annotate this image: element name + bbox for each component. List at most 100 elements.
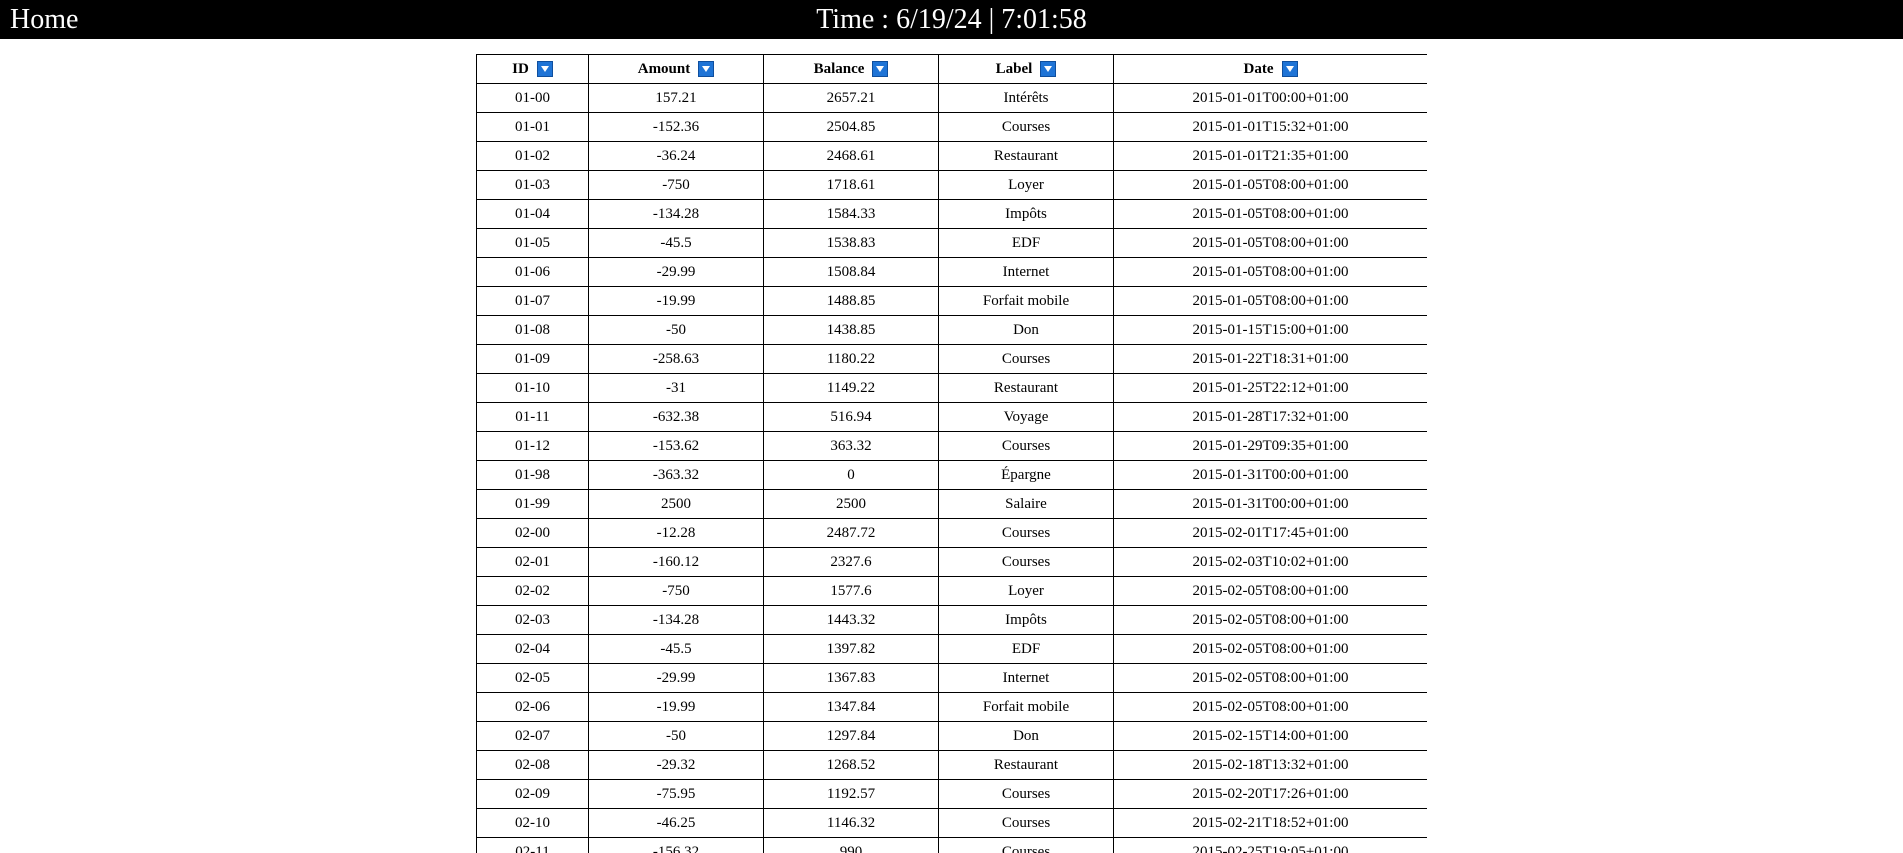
cell-id: 01-99 xyxy=(476,489,589,519)
cell-amount: -29.99 xyxy=(588,663,764,693)
cell-label: Courses xyxy=(938,112,1114,142)
clock-display: Time : 6/19/24 | 7:01:58 xyxy=(816,4,1087,35)
cell-amount: -36.24 xyxy=(588,141,764,171)
column-header-amount: Amount xyxy=(588,54,764,84)
cell-balance: 1584.33 xyxy=(763,199,939,229)
cell-label: Courses xyxy=(938,808,1114,838)
cell-balance: 1180.22 xyxy=(763,344,939,374)
cell-label: Voyage xyxy=(938,402,1114,432)
cell-date: 2015-01-05T08:00+01:00 xyxy=(1113,199,1427,229)
transactions-table-container[interactable]: ID Amount Balance xyxy=(476,54,1427,853)
cell-date: 2015-02-05T08:00+01:00 xyxy=(1113,634,1427,664)
table-row: 01-04 -134.28 1584.33 Impôts 2015-01-05T08:0… xyxy=(476,199,1427,229)
cell-date: 2015-02-20T17:26+01:00 xyxy=(1113,779,1427,809)
cell-id: 01-02 xyxy=(476,141,589,171)
cell-balance: 1577.6 xyxy=(763,576,939,606)
cell-id: 02-08 xyxy=(476,750,589,780)
cell-amount: -45.5 xyxy=(588,228,764,258)
cell-label: Courses xyxy=(938,518,1114,548)
table-row: 02-08 -29.32 1268.52 Restaurant 2015-02-18T1… xyxy=(476,750,1427,780)
column-header-date: Date xyxy=(1113,54,1427,84)
cell-amount: -19.99 xyxy=(588,692,764,722)
table-row: 01-10 -31 1149.22 Restaurant 2015-01-25T22:1… xyxy=(476,373,1427,403)
cell-date: 2015-01-15T15:00+01:00 xyxy=(1113,315,1427,345)
cell-amount: 2500 xyxy=(588,489,764,519)
cell-label: Épargne xyxy=(938,460,1114,490)
cell-balance: 1149.22 xyxy=(763,373,939,403)
cell-balance: 0 xyxy=(763,460,939,490)
column-header-label-col: Label xyxy=(938,54,1114,84)
cell-balance: 1397.82 xyxy=(763,634,939,664)
cell-amount: -45.5 xyxy=(588,634,764,664)
cell-date: 2015-02-15T14:00+01:00 xyxy=(1113,721,1427,751)
top-bar: Home Time : 6/19/24 | 7:01:58 xyxy=(0,0,1903,39)
table-row: 01-06 -29.99 1508.84 Internet 2015-01-05T08:… xyxy=(476,257,1427,287)
cell-label: Impôts xyxy=(938,605,1114,635)
cell-id: 01-06 xyxy=(476,257,589,287)
table-row: 01-98 -363.32 0 Épargne 2015-01-31T00:00+01:… xyxy=(476,460,1427,490)
dropdown-arrow-icon[interactable] xyxy=(536,61,553,77)
cell-amount: -363.32 xyxy=(588,460,764,490)
table-header-row: ID Amount Balance xyxy=(476,54,1427,84)
dropdown-arrow-icon[interactable] xyxy=(1040,61,1057,77)
cell-date: 2015-02-05T08:00+01:00 xyxy=(1113,663,1427,693)
table-body: 01-00 157.21 2657.21 Intérêts 2015-01-01T00:… xyxy=(476,83,1427,853)
cell-amount: -50 xyxy=(588,315,764,345)
column-header-balance: Balance xyxy=(763,54,939,84)
cell-label: Don xyxy=(938,315,1114,345)
cell-amount: -31 xyxy=(588,373,764,403)
home-link[interactable]: Home xyxy=(10,4,79,35)
table-row: 02-09 -75.95 1192.57 Courses 2015-02-20T17:2… xyxy=(476,779,1427,809)
cell-amount: -12.28 xyxy=(588,518,764,548)
cell-id: 01-10 xyxy=(476,373,589,403)
cell-label: Courses xyxy=(938,431,1114,461)
cell-balance: 990 xyxy=(763,837,939,853)
cell-date: 2015-01-05T08:00+01:00 xyxy=(1113,257,1427,287)
cell-date: 2015-01-01T00:00+01:00 xyxy=(1113,83,1427,113)
cell-date: 2015-02-25T19:05+01:00 xyxy=(1113,837,1427,853)
cell-label: Courses xyxy=(938,547,1114,577)
cell-amount: -19.99 xyxy=(588,286,764,316)
cell-label: Courses xyxy=(938,344,1114,374)
cell-date: 2015-02-03T10:02+01:00 xyxy=(1113,547,1427,577)
cell-balance: 2327.6 xyxy=(763,547,939,577)
cell-label: Loyer xyxy=(938,576,1114,606)
cell-id: 02-06 xyxy=(476,692,589,722)
cell-balance: 1297.84 xyxy=(763,721,939,751)
transactions-table: ID Amount Balance xyxy=(476,54,1427,853)
cell-balance: 1268.52 xyxy=(763,750,939,780)
cell-balance: 363.32 xyxy=(763,431,939,461)
cell-label: Don xyxy=(938,721,1114,751)
cell-amount: -134.28 xyxy=(588,605,764,635)
dropdown-arrow-icon[interactable] xyxy=(1281,61,1298,77)
cell-balance: 2500 xyxy=(763,489,939,519)
cell-amount: -156.32 xyxy=(588,837,764,853)
table-row: 02-05 -29.99 1367.83 Internet 2015-02-05T08:… xyxy=(476,663,1427,693)
cell-balance: 1347.84 xyxy=(763,692,939,722)
cell-balance: 1192.57 xyxy=(763,779,939,809)
cell-label: Salaire xyxy=(938,489,1114,519)
table-row: 02-00 -12.28 2487.72 Courses 2015-02-01T17:4… xyxy=(476,518,1427,548)
cell-id: 02-02 xyxy=(476,576,589,606)
cell-amount: -152.36 xyxy=(588,112,764,142)
cell-id: 01-98 xyxy=(476,460,589,490)
dropdown-arrow-icon[interactable] xyxy=(872,61,889,77)
cell-label: Impôts xyxy=(938,199,1114,229)
cell-date: 2015-01-22T18:31+01:00 xyxy=(1113,344,1427,374)
cell-balance: 1367.83 xyxy=(763,663,939,693)
cell-label: Restaurant xyxy=(938,373,1114,403)
cell-amount: -29.32 xyxy=(588,750,764,780)
cell-date: 2015-01-31T00:00+01:00 xyxy=(1113,489,1427,519)
cell-amount: -750 xyxy=(588,576,764,606)
cell-label: Courses xyxy=(938,779,1114,809)
cell-balance: 1438.85 xyxy=(763,315,939,345)
cell-label: Internet xyxy=(938,257,1114,287)
column-header-label: Amount xyxy=(637,60,691,77)
column-header-label: Date xyxy=(1243,60,1274,77)
cell-date: 2015-01-29T09:35+01:00 xyxy=(1113,431,1427,461)
dropdown-arrow-icon[interactable] xyxy=(698,61,715,77)
cell-id: 02-10 xyxy=(476,808,589,838)
table-row: 01-12 -153.62 363.32 Courses 2015-01-29T09:3… xyxy=(476,431,1427,461)
cell-id: 02-04 xyxy=(476,634,589,664)
cell-id: 02-07 xyxy=(476,721,589,751)
